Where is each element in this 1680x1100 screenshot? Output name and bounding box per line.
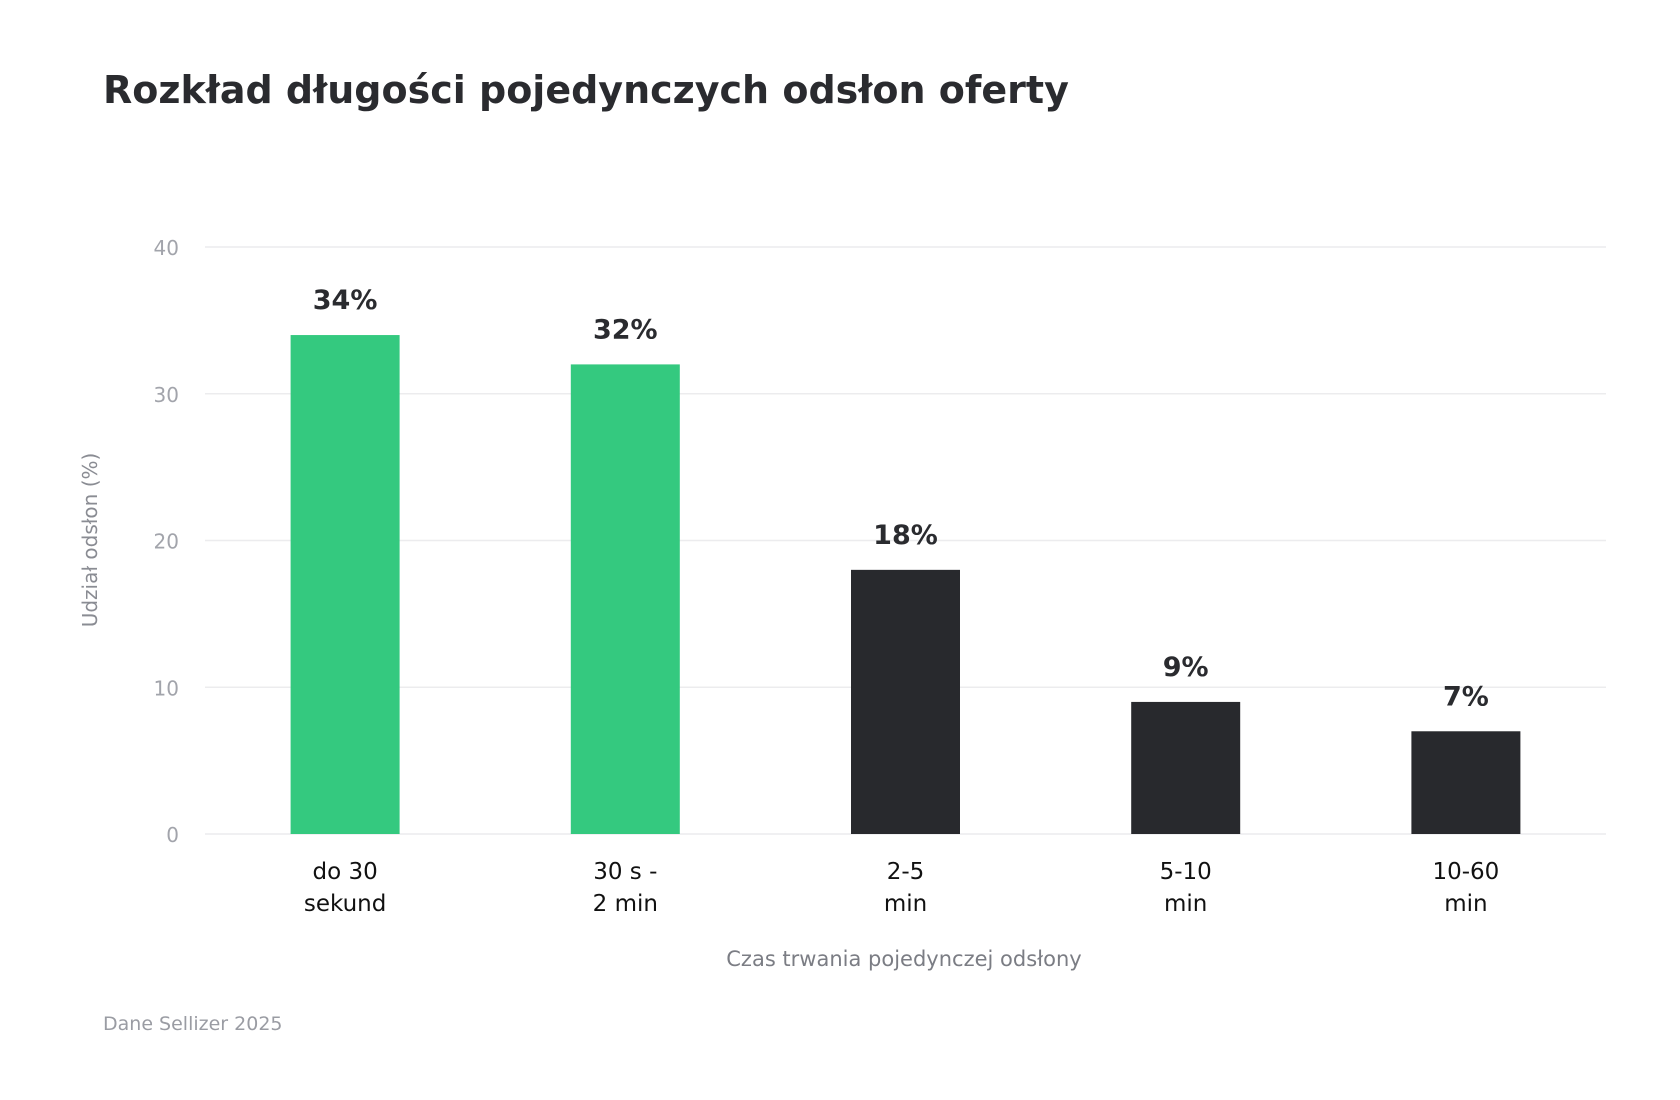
x-tick-label: 2-5 [887,859,925,885]
x-tick-label: sekund [304,891,387,917]
x-tick-label: 2 min [593,891,658,917]
y-tick-label: 30 [154,383,179,407]
y-tick-label: 20 [154,530,179,554]
y-tick-label: 10 [154,676,179,700]
bar [851,569,960,834]
value-label: 18% [873,520,938,551]
x-tick-label: 10-60 [1432,859,1499,885]
x-tick-label: min [1164,891,1207,917]
chart-title: Rozkład długości pojedynczych odsłon ofe… [103,68,1069,112]
x-tick-label: 30 s - [593,859,657,885]
x-axis-label: Czas trwania pojedynczej odsłony [726,947,1081,971]
y-tick-label: 0 [166,823,179,847]
value-label: 9% [1163,652,1209,683]
x-tick-label: min [884,891,927,917]
bar [290,335,400,834]
value-label: 7% [1443,681,1489,712]
source-note: Dane Sellizer 2025 [103,1013,283,1035]
y-axis-ticks: 0 10 20 30 40 [154,236,179,847]
value-label: 34% [313,285,378,316]
bar [570,364,680,834]
x-tick-label: min [1444,891,1487,917]
y-axis-label: Udział odsłon (%) [78,453,102,628]
y-tick-label: 40 [154,236,179,260]
x-axis-ticks: do 30 sekund 30 s - 2 min 2-5 min 5-10 min 10-60… [304,859,1499,917]
bar [1131,701,1241,834]
bar [1411,731,1521,834]
x-tick-label: 5-10 [1160,859,1212,885]
value-labels: 34% 32% 18% 9% 7% [313,285,1489,712]
x-tick-label: do 30 [312,859,377,885]
bars [290,335,1521,834]
value-label: 32% [593,314,658,345]
